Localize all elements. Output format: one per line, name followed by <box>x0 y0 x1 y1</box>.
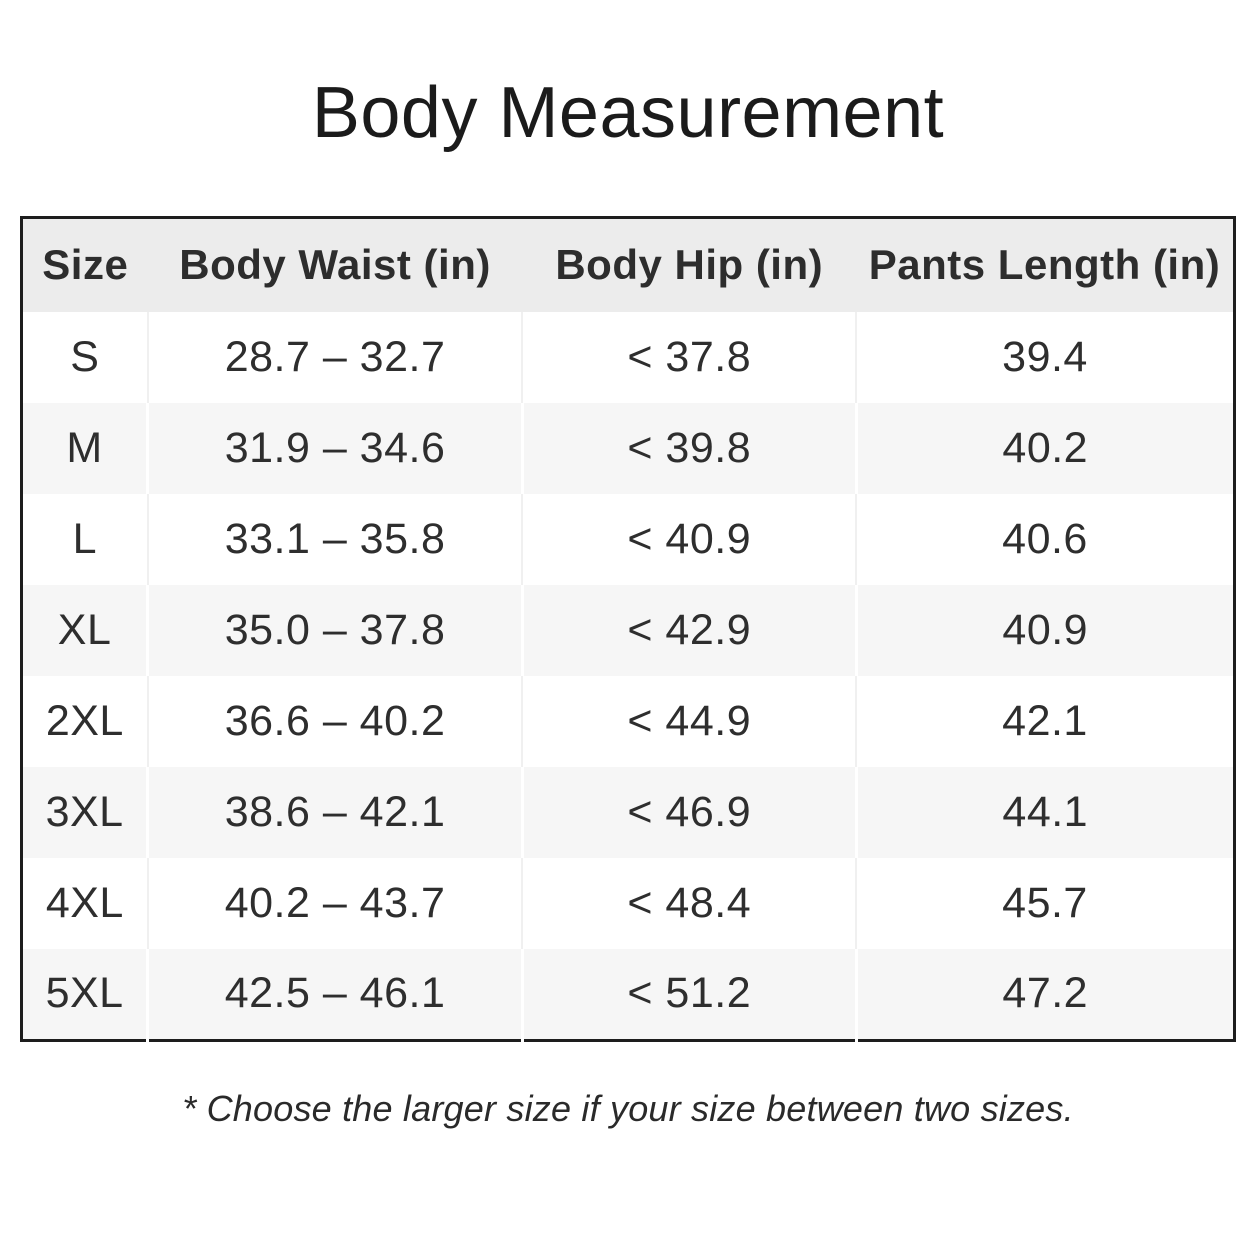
header-cell-body-hip: Body Hip (in) <box>522 217 857 313</box>
measurement-cell: 35.0 – 37.8 <box>146 585 523 677</box>
measurement-cell: 31.9 – 34.6 <box>146 403 523 495</box>
measurement-cell: 40.2 <box>854 403 1235 495</box>
table-row: L 33.1 – 35.8 < 40.9 40.6 <box>21 494 1235 586</box>
table-row: S 28.7 – 32.7 < 37.8 39.4 <box>21 312 1235 404</box>
measurement-cell: 40.2 – 43.7 <box>146 858 523 950</box>
table-row: 3XL 38.6 – 42.1 < 46.9 44.1 <box>21 767 1235 859</box>
table-header-row: Size Body Waist (in) Body Hip (in) Pants… <box>21 217 1235 313</box>
measurement-cell: 33.1 – 35.8 <box>146 494 523 586</box>
header-cell-size: Size <box>21 217 148 313</box>
table-row: M 31.9 – 34.6 < 39.8 40.2 <box>21 403 1235 495</box>
table-row: 5XL 42.5 – 46.1 < 51.2 47.2 <box>21 949 1235 1041</box>
measurement-cell: < 46.9 <box>520 767 857 859</box>
size-cell: M <box>21 403 148 495</box>
measurement-cell: < 39.8 <box>520 403 857 495</box>
table-row: 2XL 36.6 – 40.2 < 44.9 42.1 <box>21 676 1235 768</box>
measurement-cell: < 48.4 <box>521 858 857 950</box>
measurement-cell: 28.7 – 32.7 <box>146 312 523 404</box>
measurement-cell: 39.4 <box>855 312 1235 404</box>
size-cell: XL <box>21 585 148 677</box>
table-row: XL 35.0 – 37.8 < 42.9 40.9 <box>21 585 1235 677</box>
measurement-cell: 47.2 <box>854 949 1235 1041</box>
measurement-cell: < 40.9 <box>521 494 857 586</box>
measurement-cell: < 44.9 <box>521 676 857 768</box>
body-measurement-table: Size Body Waist (in) Body Hip (in) Pants… <box>20 215 1236 1042</box>
size-cell: 4XL <box>21 858 148 950</box>
measurement-cell: 40.6 <box>855 494 1235 586</box>
size-cell: 2XL <box>21 676 148 768</box>
measurement-cell: 40.9 <box>854 585 1235 677</box>
measurement-cell: 44.1 <box>854 767 1235 859</box>
measurement-cell: < 37.8 <box>521 312 857 404</box>
size-cell: 5XL <box>21 949 148 1041</box>
header-cell-body-waist: Body Waist (in) <box>147 217 523 313</box>
measurement-cell: 42.5 – 46.1 <box>146 949 523 1041</box>
size-cell: 3XL <box>21 767 148 859</box>
measurement-cell: < 51.2 <box>520 949 857 1041</box>
size-cell: L <box>21 494 148 586</box>
measurement-cell: 36.6 – 40.2 <box>146 676 523 768</box>
measurement-cell: 42.1 <box>855 676 1235 768</box>
size-cell: S <box>21 312 148 404</box>
table-body: S 28.7 – 32.7 < 37.8 39.4 M 31.9 – 34.6 < 39.8… <box>21 312 1235 1041</box>
footnote: * Choose the larger size if your size be… <box>182 1087 1074 1129</box>
measurement-cell: 45.7 <box>855 858 1235 950</box>
measurement-cell: < 42.9 <box>520 585 857 677</box>
table-row: 4XL 40.2 – 43.7 < 48.4 45.7 <box>21 858 1235 950</box>
page-title: Body Measurement <box>311 73 945 153</box>
measurement-cell: 38.6 – 42.1 <box>146 767 523 859</box>
header-cell-pants-length: Pants Length (in) <box>856 217 1235 313</box>
